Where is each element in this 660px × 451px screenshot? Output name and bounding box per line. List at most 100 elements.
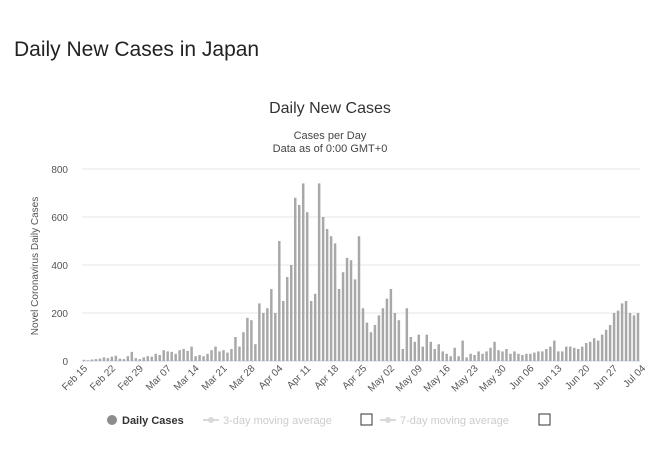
bar[interactable] — [238, 346, 241, 361]
bar[interactable] — [369, 332, 373, 361]
bar[interactable] — [198, 355, 201, 361]
bar[interactable] — [126, 356, 130, 361]
bar[interactable] — [294, 197, 297, 361]
bar[interactable] — [401, 349, 405, 361]
bar[interactable] — [377, 315, 381, 361]
bar[interactable] — [477, 351, 480, 361]
bar[interactable] — [142, 357, 146, 361]
bar[interactable] — [154, 353, 157, 361]
bar[interactable] — [545, 349, 548, 361]
bar[interactable] — [202, 356, 205, 361]
bar[interactable] — [620, 303, 624, 361]
bar[interactable] — [309, 301, 313, 361]
bar[interactable] — [182, 349, 185, 361]
bar[interactable] — [584, 343, 588, 361]
bar[interactable] — [365, 322, 369, 361]
bar[interactable] — [441, 351, 444, 361]
bar[interactable] — [616, 310, 620, 361]
bar[interactable] — [624, 301, 628, 361]
bar[interactable] — [461, 340, 464, 361]
bar[interactable] — [353, 279, 357, 361]
bar[interactable] — [325, 229, 329, 361]
bar[interactable] — [162, 350, 165, 361]
bar[interactable] — [82, 359, 86, 361]
legend-checkbox[interactable] — [538, 413, 551, 426]
bar[interactable] — [437, 344, 440, 361]
bar[interactable] — [517, 353, 520, 361]
bar[interactable] — [246, 317, 249, 361]
bar[interactable] — [250, 320, 253, 361]
bar[interactable] — [122, 359, 126, 361]
bar[interactable] — [485, 351, 488, 361]
bar[interactable] — [178, 350, 181, 361]
bar[interactable] — [596, 340, 600, 361]
legend-item-daily-cases[interactable]: Daily Cases — [122, 415, 184, 427]
bar[interactable] — [174, 353, 177, 361]
bar[interactable] — [449, 356, 452, 361]
bar[interactable] — [592, 338, 596, 361]
bar[interactable] — [262, 313, 265, 361]
bar[interactable] — [569, 346, 572, 361]
bar[interactable] — [290, 265, 293, 361]
bar[interactable] — [206, 353, 209, 361]
bar[interactable] — [608, 325, 612, 361]
bar[interactable] — [138, 359, 142, 361]
bar[interactable] — [166, 351, 169, 361]
bar[interactable] — [337, 289, 341, 361]
bar[interactable] — [218, 351, 221, 361]
bar[interactable] — [357, 236, 361, 361]
bar[interactable] — [282, 301, 285, 361]
bar[interactable] — [389, 289, 393, 361]
bar[interactable] — [557, 351, 560, 361]
bar[interactable] — [413, 341, 417, 361]
bar[interactable] — [541, 351, 544, 361]
bar[interactable] — [98, 358, 102, 361]
bar[interactable] — [190, 346, 193, 361]
bar[interactable] — [381, 308, 385, 361]
bar[interactable] — [361, 308, 365, 361]
bar[interactable] — [469, 353, 472, 361]
bar[interactable] — [194, 356, 197, 361]
legend-item-7-day[interactable]: 7-day moving average — [400, 415, 509, 427]
legend-item-3-day[interactable]: 3-day moving average — [223, 415, 332, 427]
bar[interactable] — [266, 308, 269, 361]
bar[interactable] — [509, 353, 512, 361]
bar[interactable] — [513, 351, 516, 361]
bar[interactable] — [417, 334, 421, 361]
bar[interactable] — [612, 313, 616, 361]
bar[interactable] — [150, 356, 153, 361]
bar[interactable] — [329, 236, 333, 361]
bar[interactable] — [529, 353, 532, 361]
bar[interactable] — [565, 346, 568, 361]
bar[interactable] — [158, 355, 161, 361]
bar[interactable] — [537, 351, 540, 361]
bar[interactable] — [130, 351, 134, 361]
bar[interactable] — [254, 344, 257, 361]
bar[interactable] — [429, 341, 432, 361]
bar[interactable] — [525, 353, 528, 361]
bar[interactable] — [604, 329, 608, 361]
bar[interactable] — [286, 277, 289, 361]
bar[interactable] — [170, 351, 173, 361]
bar[interactable] — [580, 346, 584, 361]
bar[interactable] — [110, 356, 114, 361]
bar[interactable] — [313, 293, 317, 361]
bar[interactable] — [321, 217, 325, 361]
bar[interactable] — [628, 313, 632, 361]
bar[interactable] — [453, 347, 456, 361]
bar[interactable] — [102, 357, 106, 361]
bar[interactable] — [481, 353, 484, 361]
bar[interactable] — [210, 350, 213, 361]
bar[interactable] — [445, 353, 448, 361]
bar[interactable] — [90, 359, 94, 361]
bar[interactable] — [489, 347, 492, 361]
bar[interactable] — [421, 346, 425, 361]
bar[interactable] — [576, 349, 580, 361]
bar[interactable] — [521, 355, 524, 361]
bar[interactable] — [385, 298, 389, 361]
bar[interactable] — [632, 315, 636, 361]
bar[interactable] — [409, 337, 413, 361]
bar[interactable] — [505, 349, 508, 361]
bar[interactable] — [242, 332, 245, 361]
bar[interactable] — [393, 313, 397, 361]
